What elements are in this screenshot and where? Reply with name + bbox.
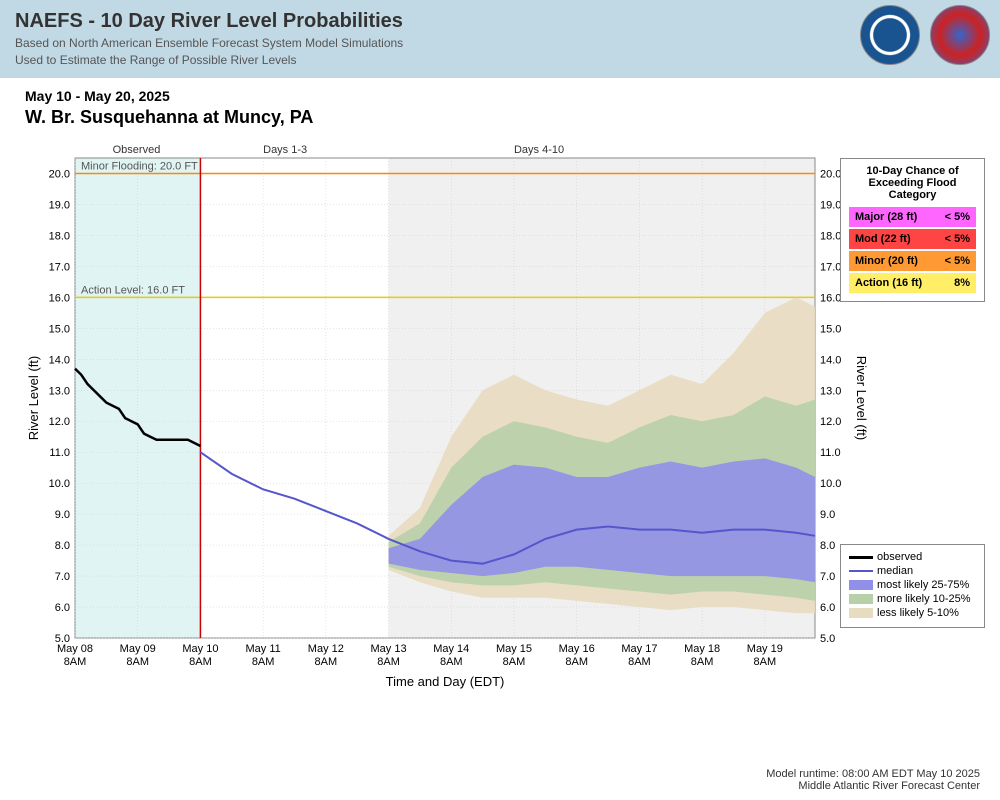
svg-text:8AM: 8AM xyxy=(189,656,212,668)
svg-text:8AM: 8AM xyxy=(691,656,714,668)
svg-text:8AM: 8AM xyxy=(503,656,526,668)
svg-text:May 18: May 18 xyxy=(684,643,720,655)
svg-text:8AM: 8AM xyxy=(754,656,777,668)
svg-text:9.0: 9.0 xyxy=(820,509,835,521)
legend-median: median xyxy=(849,565,976,577)
svg-text:Days 1-3: Days 1-3 xyxy=(263,144,307,156)
flood-box-title: 10-Day Chance of Exceeding Flood Categor… xyxy=(849,165,976,201)
noaa-logo-icon xyxy=(860,5,920,65)
flood-row: Mod (22 ft)< 5% xyxy=(849,229,976,249)
location-title: W. Br. Susquehanna at Muncy, PA xyxy=(25,107,980,128)
svg-text:8AM: 8AM xyxy=(252,656,275,668)
subheader: May 10 - May 20, 2025 W. Br. Susquehanna… xyxy=(0,78,1000,133)
svg-text:8AM: 8AM xyxy=(565,656,588,668)
header: NAEFS - 10 Day River Level Probabilities… xyxy=(0,0,1000,78)
header-subtitle-1: Based on North American Ensemble Forecas… xyxy=(15,36,985,50)
svg-text:20.0: 20.0 xyxy=(49,168,70,180)
header-subtitle-2: Used to Estimate the Range of Possible R… xyxy=(15,53,985,67)
svg-text:18.0: 18.0 xyxy=(49,230,70,242)
date-range: May 10 - May 20, 2025 xyxy=(25,88,980,104)
nws-logo-icon xyxy=(930,5,990,65)
svg-text:10.0: 10.0 xyxy=(820,478,841,490)
svg-text:May 09: May 09 xyxy=(120,643,156,655)
series-legend: observed median most likely 25-75% more … xyxy=(840,544,985,628)
svg-text:18.0: 18.0 xyxy=(820,230,841,242)
svg-text:8AM: 8AM xyxy=(126,656,149,668)
svg-text:6.0: 6.0 xyxy=(820,602,835,614)
svg-text:17.0: 17.0 xyxy=(49,261,70,273)
flood-category-box: 10-Day Chance of Exceeding Flood Categor… xyxy=(840,158,985,302)
svg-text:May 15: May 15 xyxy=(496,643,532,655)
svg-text:May 12: May 12 xyxy=(308,643,344,655)
svg-text:May 11: May 11 xyxy=(246,643,281,655)
svg-text:13.0: 13.0 xyxy=(49,385,70,397)
svg-text:16.0: 16.0 xyxy=(49,292,70,304)
svg-text:10.0: 10.0 xyxy=(49,478,70,490)
svg-text:15.0: 15.0 xyxy=(820,323,841,335)
svg-text:May 14: May 14 xyxy=(433,643,469,655)
svg-text:Action Level: 16.0 FT: Action Level: 16.0 FT xyxy=(81,284,185,296)
svg-text:13.0: 13.0 xyxy=(820,385,841,397)
svg-text:7.0: 7.0 xyxy=(820,571,835,583)
svg-text:14.0: 14.0 xyxy=(820,354,841,366)
svg-text:8AM: 8AM xyxy=(64,656,87,668)
svg-text:9.0: 9.0 xyxy=(55,509,70,521)
svg-text:River Level (ft): River Level (ft) xyxy=(854,356,869,441)
svg-text:May 08: May 08 xyxy=(57,643,93,655)
svg-text:6.0: 6.0 xyxy=(55,602,70,614)
svg-text:17.0: 17.0 xyxy=(820,261,841,273)
svg-text:Time and Day (EDT): Time and Day (EDT) xyxy=(386,674,505,689)
svg-text:8AM: 8AM xyxy=(315,656,338,668)
model-runtime: Model runtime: 08:00 AM EDT May 10 2025 xyxy=(766,768,980,780)
footer: Model runtime: 08:00 AM EDT May 10 2025 … xyxy=(766,768,980,792)
svg-text:16.0: 16.0 xyxy=(820,292,841,304)
svg-text:7.0: 7.0 xyxy=(55,571,70,583)
legend-band-5-10: less likely 5-10% xyxy=(849,607,976,619)
svg-text:Days 4-10: Days 4-10 xyxy=(514,144,564,156)
legend-observed: observed xyxy=(849,551,976,563)
svg-text:8AM: 8AM xyxy=(628,656,651,668)
svg-text:May 19: May 19 xyxy=(747,643,783,655)
svg-text:11.0: 11.0 xyxy=(49,447,70,459)
page-title: NAEFS - 10 Day River Level Probabilities xyxy=(15,10,985,33)
svg-text:14.0: 14.0 xyxy=(49,354,70,366)
svg-text:19.0: 19.0 xyxy=(49,199,70,211)
svg-text:8.0: 8.0 xyxy=(55,540,70,552)
forecast-center: Middle Atlantic River Forecast Center xyxy=(766,780,980,792)
chart-container: ObservedDays 1-3Days 4-105.05.06.06.07.0… xyxy=(20,138,980,708)
svg-text:19.0: 19.0 xyxy=(820,199,841,211)
svg-text:Minor Flooding: 20.0 FT: Minor Flooding: 20.0 FT xyxy=(81,160,198,172)
svg-text:May 13: May 13 xyxy=(371,643,407,655)
svg-text:12.0: 12.0 xyxy=(820,416,841,428)
legend-band-25-75: most likely 25-75% xyxy=(849,579,976,591)
legend-band-10-25: more likely 10-25% xyxy=(849,593,976,605)
svg-text:11.0: 11.0 xyxy=(820,447,841,459)
svg-text:8AM: 8AM xyxy=(440,656,463,668)
svg-text:May 17: May 17 xyxy=(621,643,657,655)
flood-row: Major (28 ft)< 5% xyxy=(849,207,976,227)
svg-text:5.0: 5.0 xyxy=(820,633,835,645)
flood-row: Minor (20 ft)< 5% xyxy=(849,251,976,271)
svg-text:8.0: 8.0 xyxy=(820,540,835,552)
svg-text:8AM: 8AM xyxy=(377,656,400,668)
svg-text:May 16: May 16 xyxy=(559,643,595,655)
svg-text:Observed: Observed xyxy=(113,144,161,156)
svg-text:12.0: 12.0 xyxy=(49,416,70,428)
svg-text:River Level (ft): River Level (ft) xyxy=(26,356,41,441)
svg-text:20.0: 20.0 xyxy=(820,168,841,180)
flood-row: Action (16 ft)8% xyxy=(849,273,976,293)
svg-text:May 10: May 10 xyxy=(182,643,218,655)
river-level-chart: ObservedDays 1-3Days 4-105.05.06.06.07.0… xyxy=(20,138,980,708)
svg-text:15.0: 15.0 xyxy=(49,323,70,335)
